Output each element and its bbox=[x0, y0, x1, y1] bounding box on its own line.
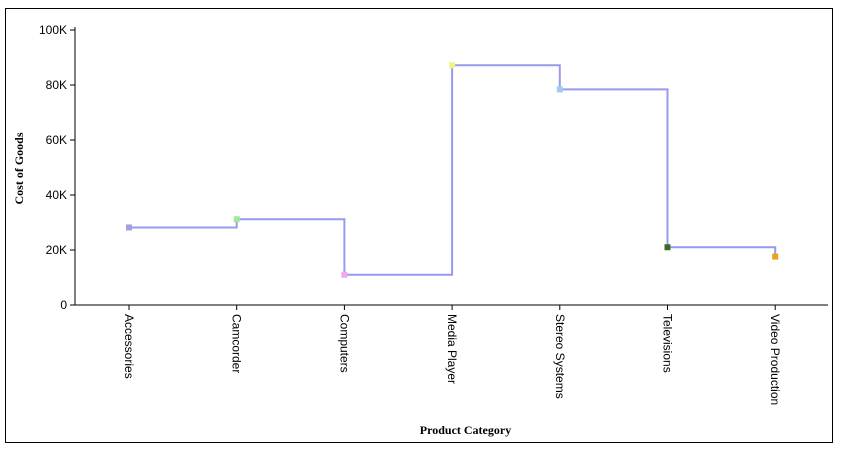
data-point-marker bbox=[233, 216, 240, 223]
y-axis: 0 20K 40K 60K 80K 100K bbox=[39, 23, 76, 312]
y-axis-title: Cost of Goods bbox=[12, 132, 26, 204]
y-tick-label: 0 bbox=[60, 298, 67, 312]
data-point-marker bbox=[556, 86, 563, 93]
data-point-marker bbox=[126, 224, 132, 231]
data-point-marker bbox=[341, 271, 348, 278]
x-tick-label: Televisions bbox=[661, 314, 675, 373]
x-tick-label: Accessories bbox=[122, 314, 136, 379]
x-tick-label: Computers bbox=[337, 314, 351, 373]
x-axis-title: Product Category bbox=[420, 423, 511, 437]
y-tick-label: 20K bbox=[46, 243, 67, 257]
y-tick-label: 80K bbox=[46, 78, 67, 92]
data-point-marker bbox=[664, 244, 671, 251]
x-axis: Accessories Camcorder Computers Media Playe… bbox=[75, 304, 828, 405]
data-point-marker bbox=[449, 62, 456, 69]
x-tick-label: Camcorder bbox=[230, 314, 244, 373]
x-tick-label: Stereo Systems bbox=[553, 314, 567, 399]
x-tick-label: Media Player bbox=[445, 314, 459, 384]
y-tick-label: 40K bbox=[46, 188, 67, 202]
y-tick-label: 60K bbox=[46, 133, 67, 147]
y-tick-label: 100K bbox=[39, 23, 67, 37]
x-tick-label: Video Production bbox=[768, 314, 782, 405]
series-cost-of-goods bbox=[126, 62, 779, 278]
series-step-line bbox=[129, 64, 777, 276]
chart-frame bbox=[5, 8, 833, 443]
data-point-marker bbox=[772, 253, 779, 260]
